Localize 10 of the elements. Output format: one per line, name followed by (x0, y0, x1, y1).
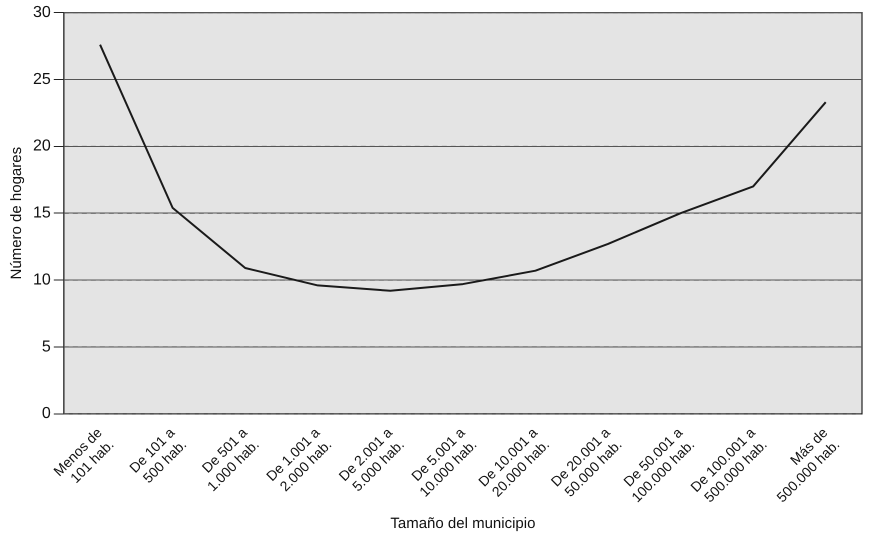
x-tick-label: De 101 a 500 hab. (126, 424, 190, 486)
x-axis-title: Tamaño del municipio (390, 515, 536, 532)
y-tick-label: 10 (33, 271, 51, 288)
y-tick-label: 25 (33, 70, 51, 88)
y-axis-title: Número de hogares (8, 146, 26, 280)
y-tick-label: 20 (33, 138, 51, 155)
y-tick-label: 15 (33, 204, 51, 222)
y-tick-label: 0 (42, 405, 51, 422)
y-tick-label: 30 (33, 4, 51, 22)
y-tick-label: 5 (42, 338, 51, 356)
